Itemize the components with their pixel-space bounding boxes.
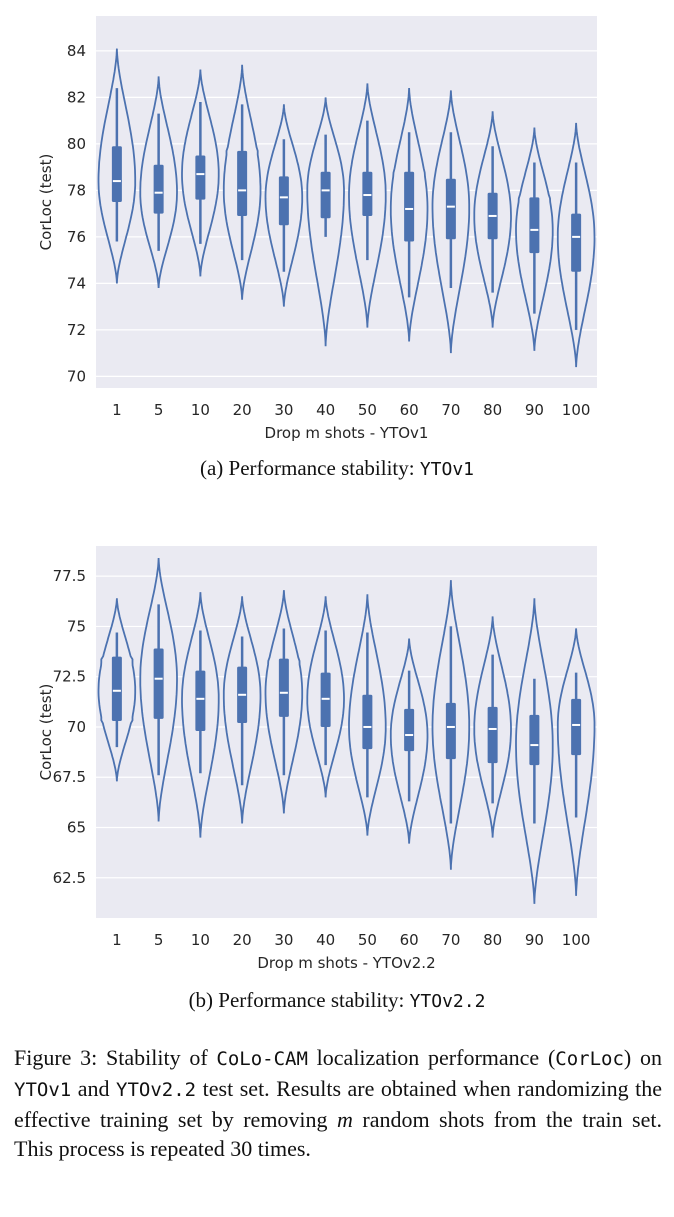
subcaption-a: (a) Performance stability: YTOv1 (0, 456, 674, 481)
violin-iqr-box (320, 672, 331, 727)
violin-iqr-box (153, 648, 164, 719)
y-axis-label: CorLoc (test) (37, 684, 55, 781)
y-tick-label: 65 (67, 819, 86, 837)
y-tick-label: 77.5 (53, 567, 86, 585)
x-tick-label: 20 (233, 401, 252, 419)
y-tick-label: 62.5 (53, 869, 86, 887)
violin-iqr-box (487, 706, 498, 764)
x-tick-label: 90 (525, 401, 544, 419)
x-axis-label: Drop m shots - YTOv2.2 (257, 954, 435, 972)
x-tick-label: 30 (274, 401, 293, 419)
subcaption-b-dataset: YTOv2.2 (409, 991, 486, 1012)
violin-iqr-box (445, 702, 456, 760)
x-tick-label: 60 (400, 401, 419, 419)
y-tick-label: 70 (67, 367, 86, 385)
x-tick-label: 30 (274, 931, 293, 949)
y-tick-label: 78 (67, 181, 86, 199)
violin-iqr-box (195, 670, 206, 731)
violin-iqr-box (571, 213, 582, 272)
y-tick-label: 76 (67, 228, 86, 246)
y-tick-label: 84 (67, 42, 86, 60)
violin-iqr-box (529, 714, 540, 766)
violin-chart-ytov1: 70 72 74 76 78 80 82 84 1 5 10 20 30 40 50 60 70 80 90 100 C… (37, 16, 597, 442)
x-tick-label: 50 (358, 931, 377, 949)
violin-iqr-box (320, 171, 331, 219)
x-tick-label: 40 (316, 931, 335, 949)
violin-iqr-box (404, 708, 415, 752)
violin-iqr-box (404, 171, 415, 242)
caption-text-4: and (71, 1076, 117, 1101)
y-tick-label: 80 (67, 135, 86, 153)
x-tick-label: 10 (191, 931, 210, 949)
y-axis-label: CorLoc (test) (37, 154, 55, 251)
violin-chart-ytov2: 62.5 65 67.5 70 72.5 75 77.5 1 5 10 20 30 40 50 60 70 80… (37, 546, 597, 972)
figure-caption: Figure 3: Stability of CoLo-CAM localiza… (14, 1043, 662, 1163)
subcaption-a-dataset: YTOv1 (419, 459, 475, 480)
subcaption-b: (b) Performance stability: YTOv2.2 (0, 988, 674, 1013)
x-tick-label: 100 (562, 931, 591, 949)
x-tick-label: 10 (191, 401, 210, 419)
x-tick-label: 70 (441, 931, 460, 949)
y-tick-label: 72 (67, 321, 86, 339)
x-tick-label: 100 (562, 401, 591, 419)
violin-iqr-box (278, 176, 289, 226)
subcaption-b-text: (b) Performance stability: (188, 988, 410, 1012)
violin-iqr-box (195, 155, 206, 200)
x-axis-label: Drop m shots - YTOv1 (265, 424, 429, 442)
y-tick-label: 70 (67, 718, 86, 736)
x-tick-label: 80 (483, 401, 502, 419)
violin-iqr-box (362, 694, 373, 750)
x-tick-label: 40 (316, 401, 335, 419)
x-tick-label: 5 (154, 931, 164, 949)
x-tick-label: 90 (525, 931, 544, 949)
caption-text-5: test set. Results are obtained when rand… (14, 1076, 663, 1132)
x-tick-label: 70 (441, 401, 460, 419)
violin-iqr-box (278, 658, 289, 717)
x-tick-label: 20 (233, 931, 252, 949)
caption-variable: m (337, 1107, 353, 1132)
caption-text-2: localization performance ( (307, 1045, 556, 1070)
violin-iqr-box (153, 164, 164, 214)
violin-iqr-box (111, 146, 122, 202)
x-tick-label: 1 (112, 931, 122, 949)
y-tick-label: 75 (67, 617, 86, 635)
subcaption-a-text: (a) Performance stability: (199, 456, 420, 480)
violin-iqr-box (529, 197, 540, 254)
caption-dataset-1: YTOv1 (14, 1079, 72, 1101)
plot-area (96, 546, 597, 918)
violin-iqr-box (571, 698, 582, 756)
x-tick-label: 5 (154, 401, 164, 419)
x-tick-label: 1 (112, 401, 122, 419)
y-tick-label: 72.5 (53, 668, 86, 686)
caption-method: CoLo-CAM (216, 1048, 308, 1070)
plot-area (96, 16, 597, 388)
y-tick-label: 82 (67, 88, 86, 106)
x-tick-label: 50 (358, 401, 377, 419)
x-tick-label: 80 (483, 931, 502, 949)
caption-text-6: random shots from the train set. This pr… (14, 1107, 662, 1161)
caption-metric: CorLoc (555, 1048, 624, 1070)
caption-text-3: ) on (623, 1045, 662, 1070)
violin-iqr-box (362, 171, 373, 216)
caption-text-1: Figure 3: Stability of (14, 1045, 217, 1070)
y-tick-label: 74 (67, 274, 86, 292)
violin-iqr-box (111, 656, 122, 721)
x-tick-label: 60 (400, 931, 419, 949)
y-tick-label: 67.5 (53, 768, 86, 786)
caption-dataset-2: YTOv2.2 (116, 1079, 197, 1101)
violin-iqr-box (237, 150, 248, 216)
violin-iqr-box (445, 178, 456, 240)
